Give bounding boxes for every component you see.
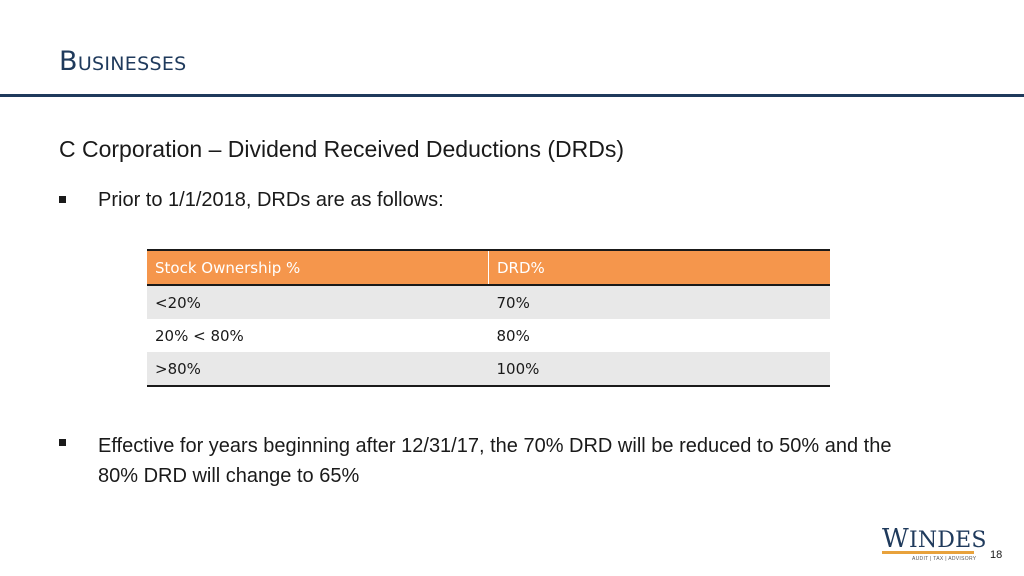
logo-tagline: AUDIT | TAX | ADVISORY [912,556,977,562]
table-row: <20% 70% [147,285,830,319]
drd-table: Stock Ownership % DRD% <20% 70% 20% < 80… [147,249,830,387]
title-divider [0,94,1024,97]
table-cell: 80% [488,319,830,352]
windes-logo: WINDES AUDIT | TAX | ADVISORY [882,526,986,567]
bullet-text: Prior to 1/1/2018, DRDs are as follows: [98,189,444,211]
logo-rest: INDES [908,528,987,553]
logo-first-letter: W [882,524,909,554]
table-row: 20% < 80% 80% [147,319,830,352]
table-cell: <20% [147,285,489,319]
bullet-item: Effective for years beginning after 12/3… [59,431,919,491]
table-cell: >80% [147,352,489,387]
table-row: >80% 100% [147,352,830,387]
bullet-text: Effective for years beginning after 12/3… [98,435,892,487]
slide-subtitle: C Corporation – Dividend Received Deduct… [59,136,625,162]
table-cell: 100% [488,352,830,387]
slide-title: Businesses [59,46,187,77]
logo-accent-bar [882,551,974,554]
header-drd-percent: DRD% [488,249,830,286]
header-stock-ownership: Stock Ownership % [147,249,489,286]
table-cell: 70% [488,285,830,319]
table-cell: 20% < 80% [147,319,489,352]
square-bullet-icon [59,439,66,446]
bullet-item: Prior to 1/1/2018, DRDs are as follows: [59,188,919,212]
logo-wordmark: WINDES [882,524,987,554]
square-bullet-icon [59,196,66,203]
table-header-row: Stock Ownership % DRD% [147,249,830,286]
page-number: 18 [990,549,1003,561]
